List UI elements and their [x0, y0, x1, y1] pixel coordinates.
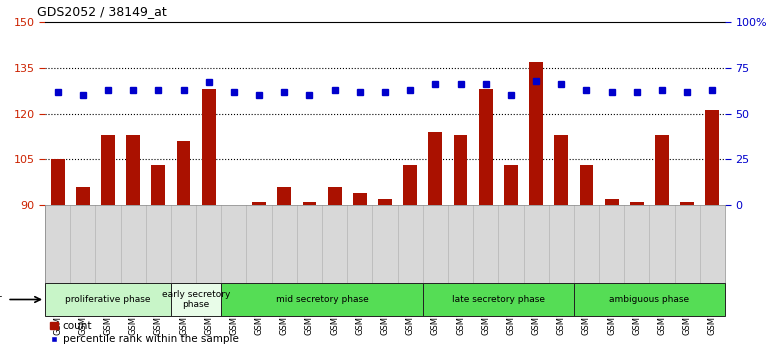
Bar: [630, 202, 644, 205]
Bar: [529, 62, 543, 205]
Bar: [328, 187, 342, 205]
Text: mid secretory phase: mid secretory phase: [276, 295, 368, 304]
FancyBboxPatch shape: [423, 283, 574, 316]
Bar: [202, 89, 216, 205]
Bar: [152, 165, 166, 205]
Bar: [705, 110, 719, 205]
FancyBboxPatch shape: [574, 283, 725, 316]
Text: other: other: [0, 295, 2, 304]
Bar: [101, 135, 115, 205]
Bar: [176, 141, 190, 205]
Bar: [580, 165, 594, 205]
FancyBboxPatch shape: [171, 283, 221, 316]
Text: ambiguous phase: ambiguous phase: [609, 295, 689, 304]
Text: early secretory
phase: early secretory phase: [162, 290, 230, 309]
Bar: [126, 135, 140, 205]
Bar: [353, 193, 367, 205]
Bar: [252, 202, 266, 205]
Bar: [303, 202, 316, 205]
Bar: [681, 202, 694, 205]
Bar: [604, 199, 618, 205]
Bar: [403, 165, 417, 205]
Text: proliferative phase: proliferative phase: [65, 295, 151, 304]
FancyBboxPatch shape: [45, 283, 171, 316]
FancyBboxPatch shape: [221, 283, 423, 316]
Bar: [479, 89, 493, 205]
Legend: count, percentile rank within the sample: count, percentile rank within the sample: [50, 321, 239, 344]
Bar: [454, 135, 467, 205]
Bar: [51, 159, 65, 205]
Bar: [76, 187, 89, 205]
Text: GDS2052 / 38149_at: GDS2052 / 38149_at: [37, 5, 167, 18]
Bar: [655, 135, 669, 205]
Bar: [378, 199, 392, 205]
Text: late secretory phase: late secretory phase: [452, 295, 545, 304]
Bar: [277, 187, 291, 205]
Bar: [428, 132, 442, 205]
Bar: [554, 135, 568, 205]
Bar: [504, 165, 518, 205]
